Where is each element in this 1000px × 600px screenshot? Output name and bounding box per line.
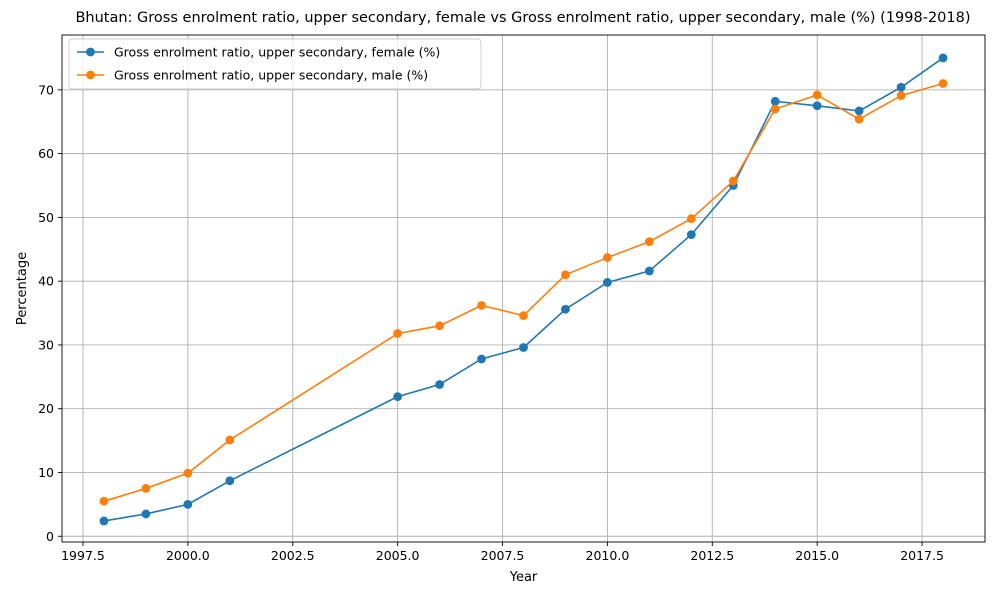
chart-title: Bhutan: Gross enrolment ratio, upper sec… [75, 10, 970, 26]
data-point-male [854, 114, 864, 124]
series-line-female [103, 57, 944, 522]
data-point-female [477, 354, 486, 364]
data-point-female [519, 343, 528, 352]
data-point-male [183, 468, 193, 478]
data-point-female [938, 53, 948, 63]
y-tick-label: 20 [38, 401, 54, 416]
data-point-male [393, 329, 403, 338]
data-point-male [225, 435, 235, 445]
data-point-male [99, 496, 109, 506]
x-axis-label: Year [509, 570, 538, 585]
data-point-female [225, 476, 235, 486]
data-point-female [561, 304, 570, 314]
y-tick-label: 10 [38, 465, 54, 480]
grid [62, 35, 985, 542]
data-point-female [183, 499, 193, 509]
x-tick-label: 1997.5 [61, 548, 105, 563]
x-tick-label: 2007.5 [481, 548, 525, 563]
y-tick-label: 70 [38, 82, 54, 97]
data-point-female [854, 106, 864, 116]
data-point-male [644, 237, 654, 247]
data-point-male [603, 253, 612, 262]
data-point-male [896, 91, 906, 100]
data-point-female [99, 516, 109, 526]
series-line-male [103, 82, 944, 502]
data-point-male [686, 214, 696, 224]
x-tick-label: 2010.0 [586, 548, 630, 563]
legend-marker [86, 47, 95, 57]
series-layer [99, 53, 948, 526]
y-tick-label: 0 [46, 529, 54, 544]
legend: Gross enrolment ratio, upper secondary, … [68, 38, 482, 90]
data-point-female [644, 266, 654, 276]
y-tick-label: 40 [38, 274, 54, 289]
legend-label: Gross enrolment ratio, upper secondary, … [114, 68, 428, 83]
y-tick-label: 30 [38, 337, 54, 352]
data-point-female [435, 380, 444, 389]
y-axis-label: Percentage [15, 252, 30, 325]
plot-frame [61, 34, 986, 543]
data-point-male [141, 484, 151, 493]
data-point-male [812, 90, 822, 100]
x-tick-label: 2012.5 [690, 548, 734, 563]
data-point-male [435, 321, 444, 331]
data-point-male [477, 301, 486, 310]
x-tick-label: 2002.5 [271, 548, 315, 563]
data-point-male [561, 270, 570, 280]
data-point-male [770, 104, 780, 114]
data-point-female [141, 509, 151, 519]
x-tick-label: 2000.0 [166, 548, 210, 563]
x-tick-label: 2005.0 [376, 548, 420, 563]
data-point-female [812, 101, 822, 111]
x-tick-label: 2015.0 [795, 548, 839, 563]
data-point-female [393, 392, 403, 401]
data-point-male [519, 311, 528, 321]
data-point-female [896, 82, 906, 92]
data-point-male [728, 176, 738, 186]
data-point-female [770, 96, 780, 106]
data-point-female [686, 230, 696, 240]
legend-label: Gross enrolment ratio, upper secondary, … [114, 45, 440, 60]
axis-ticks: 1997.5 2000.0 2002.5 2005.0 2007.5 2010.0 2012… [38, 82, 944, 563]
data-point-female [603, 278, 612, 287]
y-tick-label: 50 [38, 210, 54, 225]
legend-marker [86, 70, 95, 80]
legend-box [68, 38, 482, 90]
data-point-male [938, 79, 948, 88]
x-tick-label: 2017.5 [900, 548, 944, 563]
y-tick-label: 60 [38, 146, 54, 161]
